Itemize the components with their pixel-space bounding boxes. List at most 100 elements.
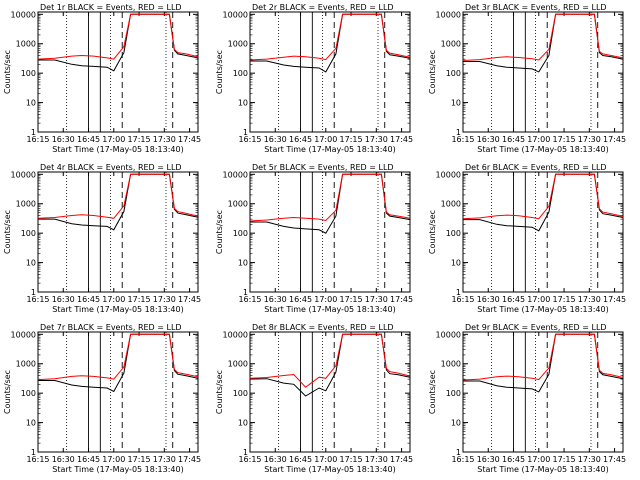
series-line-lld	[250, 333, 410, 388]
x-tick-label: 17:00	[527, 295, 550, 304]
x-tick-label: 17:45	[390, 455, 413, 464]
x-tick-label: 16:45	[77, 295, 100, 304]
y-tick-label: 10	[238, 259, 248, 268]
x-tick-label: 16:15	[238, 135, 261, 144]
y-tick-label: 1	[456, 448, 461, 457]
x-tick-label: 17:00	[527, 455, 550, 464]
series-line-lld	[38, 13, 198, 60]
y-axis-label: Counts/sec	[428, 210, 437, 254]
panel-frame	[462, 11, 624, 133]
y-tick-label: 10000	[436, 330, 461, 339]
panel-det-7: Det 7r BLACK = Events, RED = LLD 1 10 100 10…	[3, 323, 201, 474]
x-tick-label: 17:45	[178, 135, 201, 144]
x-tick-label: 16:45	[289, 135, 312, 144]
y-tick-label: 100	[233, 69, 248, 78]
x-tick-label: 16:30	[52, 295, 75, 304]
panel-frame	[37, 11, 199, 133]
x-tick-label: 16:45	[289, 295, 312, 304]
x-tick-label: 16:15	[26, 295, 49, 304]
y-tick-label: 1000	[228, 40, 248, 49]
x-tick-label: 17:30	[153, 135, 176, 144]
y-tick-label: 1000	[228, 360, 248, 369]
panel-title: Det 9r BLACK = Events, RED = LLD	[465, 323, 607, 332]
x-tick-label: 16:45	[502, 135, 525, 144]
panel-det-6: Det 6r BLACK = Events, RED = LLD 1 10 100 10…	[428, 163, 626, 314]
x-axis-label: Start Time (17-May-05 18:13:40)	[477, 465, 608, 474]
x-tick-label: 17:15	[553, 455, 576, 464]
x-tick-label: 17:30	[365, 295, 388, 304]
x-tick-label: 17:15	[553, 135, 576, 144]
x-tick-label: 17:15	[553, 295, 576, 304]
panel-frame	[462, 331, 624, 453]
x-tick-label: 17:15	[340, 135, 363, 144]
y-tick-label: 10	[451, 419, 461, 428]
x-tick-label: 17:00	[102, 455, 125, 464]
series-line-lld	[463, 13, 623, 61]
series-line-lld	[38, 333, 198, 381]
y-tick-label: 10000	[223, 330, 248, 339]
panel-title: Det 4r BLACK = Events, RED = LLD	[40, 163, 182, 172]
panel-title: Det 1r BLACK = Events, RED = LLD	[40, 3, 182, 12]
panel-frame	[249, 11, 411, 133]
y-tick-label: 10	[26, 99, 36, 108]
y-tick-label: 100	[446, 69, 461, 78]
y-tick-label: 10	[238, 99, 248, 108]
x-tick-label: 17:00	[314, 295, 337, 304]
x-tick-label: 16:30	[264, 455, 287, 464]
panel-title: Det 5r BLACK = Events, RED = LLD	[252, 163, 394, 172]
x-tick-label: 17:00	[102, 135, 125, 144]
y-tick-label: 1000	[16, 200, 36, 209]
y-tick-label: 1	[31, 288, 36, 297]
x-tick-label: 16:30	[477, 455, 500, 464]
y-tick-label: 1	[31, 448, 36, 457]
y-tick-label: 100	[21, 229, 36, 238]
y-tick-label: 10	[451, 259, 461, 268]
series-line-lld	[463, 333, 623, 381]
x-axis-label: Start Time (17-May-05 18:13:40)	[264, 145, 395, 154]
x-axis-label: Start Time (17-May-05 18:13:40)	[264, 305, 395, 314]
x-tick-label: 17:15	[128, 455, 151, 464]
x-tick-label: 16:15	[238, 455, 261, 464]
x-tick-label: 16:45	[502, 295, 525, 304]
x-tick-label: 16:15	[451, 455, 474, 464]
panel-det-2: Det 2r BLACK = Events, RED = LLD 1 10 100 10…	[215, 3, 413, 154]
series-line-events	[250, 13, 410, 73]
x-tick-label: 17:45	[603, 295, 626, 304]
y-axis-label: Counts/sec	[215, 370, 224, 414]
x-tick-label: 17:45	[603, 135, 626, 144]
y-axis-label: Counts/sec	[3, 50, 12, 94]
y-tick-label: 10000	[11, 10, 36, 19]
panel-det-5: Det 5r BLACK = Events, RED = LLD 1 10 100 10…	[215, 163, 413, 314]
x-tick-label: 17:45	[178, 295, 201, 304]
y-tick-label: 100	[446, 229, 461, 238]
y-tick-label: 1000	[228, 200, 248, 209]
y-tick-label: 1000	[16, 360, 36, 369]
panel-title: Det 3r BLACK = Events, RED = LLD	[465, 3, 607, 12]
panel-frame	[462, 171, 624, 293]
y-tick-label: 10	[26, 419, 36, 428]
x-tick-label: 16:15	[238, 295, 261, 304]
x-tick-label: 17:45	[390, 295, 413, 304]
panel-title: Det 8r BLACK = Events, RED = LLD	[252, 323, 394, 332]
y-tick-label: 100	[446, 389, 461, 398]
x-tick-label: 16:45	[77, 455, 100, 464]
y-tick-label: 100	[233, 229, 248, 238]
y-axis-label: Counts/sec	[428, 50, 437, 94]
x-tick-label: 16:15	[26, 135, 49, 144]
panel-det-3: Det 3r BLACK = Events, RED = LLD 1 10 100 10…	[428, 3, 626, 154]
series-line-lld	[250, 13, 410, 61]
panel-title: Det 7r BLACK = Events, RED = LLD	[40, 323, 182, 332]
x-tick-label: 16:30	[52, 135, 75, 144]
y-tick-label: 1000	[441, 40, 461, 49]
x-tick-label: 16:15	[451, 295, 474, 304]
x-tick-label: 17:30	[578, 455, 601, 464]
x-tick-label: 17:45	[603, 455, 626, 464]
y-tick-label: 10000	[436, 10, 461, 19]
panel-title: Det 2r BLACK = Events, RED = LLD	[252, 3, 394, 12]
y-tick-label: 10000	[223, 170, 248, 179]
panel-det-8: Det 8r BLACK = Events, RED = LLD 1 10 100 10…	[215, 323, 413, 474]
y-axis-label: Counts/sec	[428, 370, 437, 414]
series-line-events	[38, 333, 198, 393]
y-tick-label: 10000	[436, 170, 461, 179]
